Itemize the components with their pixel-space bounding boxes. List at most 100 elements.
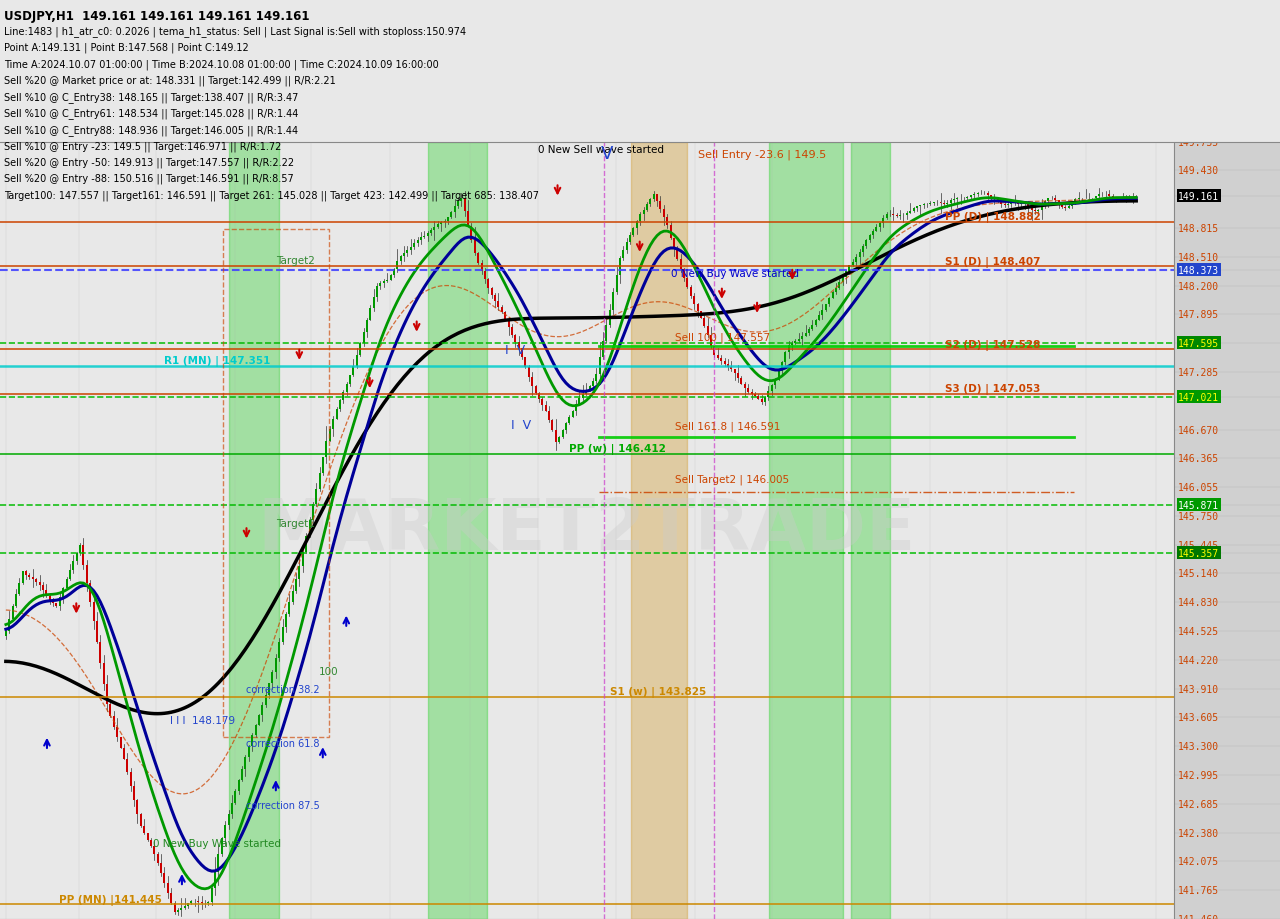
Bar: [595, 374, 598, 381]
Bar: [787, 346, 790, 353]
Bar: [562, 430, 563, 437]
Text: 146.365: 146.365: [1178, 454, 1219, 464]
Text: USDJPY,H1  149.161 149.161 149.161 149.161: USDJPY,H1 149.161 149.161 149.161 149.16…: [4, 10, 310, 23]
Bar: [305, 537, 307, 552]
Bar: [616, 275, 617, 293]
Bar: [282, 628, 284, 642]
Text: 149.161: 149.161: [1178, 191, 1219, 201]
Bar: [461, 199, 462, 201]
Text: PP (MN) |141.445: PP (MN) |141.445: [59, 893, 161, 904]
Bar: [285, 615, 287, 628]
Bar: [869, 235, 870, 241]
Text: Point A:149.131 | Point B:147.568 | Point C:149.12: Point A:149.131 | Point B:147.568 | Poin…: [4, 42, 248, 53]
Bar: [443, 221, 445, 223]
Bar: [494, 296, 497, 302]
Text: Target2: Target2: [275, 255, 315, 266]
Bar: [993, 198, 996, 199]
Text: 143.300: 143.300: [1178, 742, 1219, 752]
Bar: [15, 595, 17, 607]
Bar: [602, 341, 604, 357]
Bar: [420, 238, 422, 240]
Bar: [997, 199, 998, 202]
Bar: [133, 786, 136, 800]
Bar: [383, 282, 385, 284]
Text: 147.285: 147.285: [1178, 368, 1219, 378]
Bar: [271, 672, 274, 684]
Bar: [137, 800, 138, 813]
Bar: [129, 772, 132, 786]
Bar: [541, 400, 543, 405]
Text: S1 (D) | 148.407: S1 (D) | 148.407: [945, 256, 1041, 267]
Bar: [154, 846, 155, 854]
Bar: [90, 584, 91, 602]
Bar: [686, 278, 689, 288]
Bar: [1004, 205, 1006, 206]
Bar: [552, 420, 553, 431]
Bar: [221, 838, 223, 855]
Bar: [707, 326, 709, 336]
Text: 141.765: 141.765: [1178, 885, 1219, 895]
Bar: [940, 203, 942, 204]
Bar: [545, 405, 547, 412]
Bar: [769, 142, 842, 919]
Bar: [308, 521, 311, 537]
Text: 145.140: 145.140: [1178, 569, 1219, 579]
Bar: [919, 206, 922, 207]
Text: R1 (MN) | 147.351: R1 (MN) | 147.351: [164, 356, 270, 367]
Bar: [32, 578, 33, 580]
Bar: [822, 311, 823, 315]
Bar: [673, 239, 675, 250]
Bar: [123, 748, 125, 759]
Bar: [527, 368, 530, 378]
Text: Sell %10 @ Entry -23: 149.5 || Target:146.971 || R/R:1.72: Sell %10 @ Entry -23: 149.5 || Target:14…: [4, 141, 282, 152]
Bar: [564, 423, 567, 430]
Bar: [824, 305, 827, 311]
Text: S2 (D) | 147.528: S2 (D) | 147.528: [945, 339, 1041, 350]
Bar: [1121, 198, 1124, 199]
Bar: [1028, 204, 1029, 207]
Bar: [913, 210, 914, 211]
Text: S1 (w) | 143.825: S1 (w) | 143.825: [611, 686, 707, 698]
Bar: [376, 287, 378, 298]
Bar: [106, 684, 108, 705]
Bar: [643, 210, 645, 215]
Bar: [626, 244, 627, 251]
Bar: [323, 458, 324, 473]
Bar: [760, 400, 763, 403]
Text: Line:1483 | h1_atr_c0: 0.2026 | tema_h1_status: Sell | Last Signal is:Sell with : Line:1483 | h1_atr_c0: 0.2026 | tema_h1_…: [4, 27, 466, 38]
Bar: [352, 366, 355, 376]
Bar: [929, 203, 932, 205]
Bar: [538, 393, 540, 400]
Bar: [180, 908, 182, 910]
Bar: [797, 339, 800, 342]
Bar: [609, 311, 611, 326]
Bar: [525, 357, 526, 368]
Bar: [288, 603, 291, 615]
Bar: [164, 873, 165, 883]
Bar: [694, 297, 695, 305]
Bar: [333, 420, 334, 430]
Text: Sell %10 @ C_Entry61: 148.534 || Target:145.028 || R/R:1.44: Sell %10 @ C_Entry61: 148.534 || Target:…: [4, 108, 298, 119]
Text: MARKET2TRADE: MARKET2TRADE: [257, 496, 916, 565]
Bar: [339, 401, 340, 410]
Bar: [620, 258, 621, 275]
Bar: [1094, 198, 1097, 199]
Text: V: V: [602, 144, 613, 163]
Bar: [406, 251, 408, 254]
Bar: [292, 592, 293, 603]
Bar: [467, 211, 470, 226]
Bar: [1047, 199, 1050, 202]
Text: 147.021: 147.021: [1178, 392, 1219, 403]
Bar: [471, 226, 472, 241]
Bar: [653, 195, 654, 199]
Bar: [521, 349, 524, 357]
Bar: [933, 202, 934, 203]
Bar: [710, 336, 712, 346]
Bar: [631, 142, 686, 919]
Bar: [1034, 210, 1036, 212]
Bar: [234, 791, 237, 803]
Bar: [248, 746, 250, 757]
Bar: [100, 642, 101, 664]
Bar: [356, 355, 358, 366]
Bar: [474, 241, 476, 254]
